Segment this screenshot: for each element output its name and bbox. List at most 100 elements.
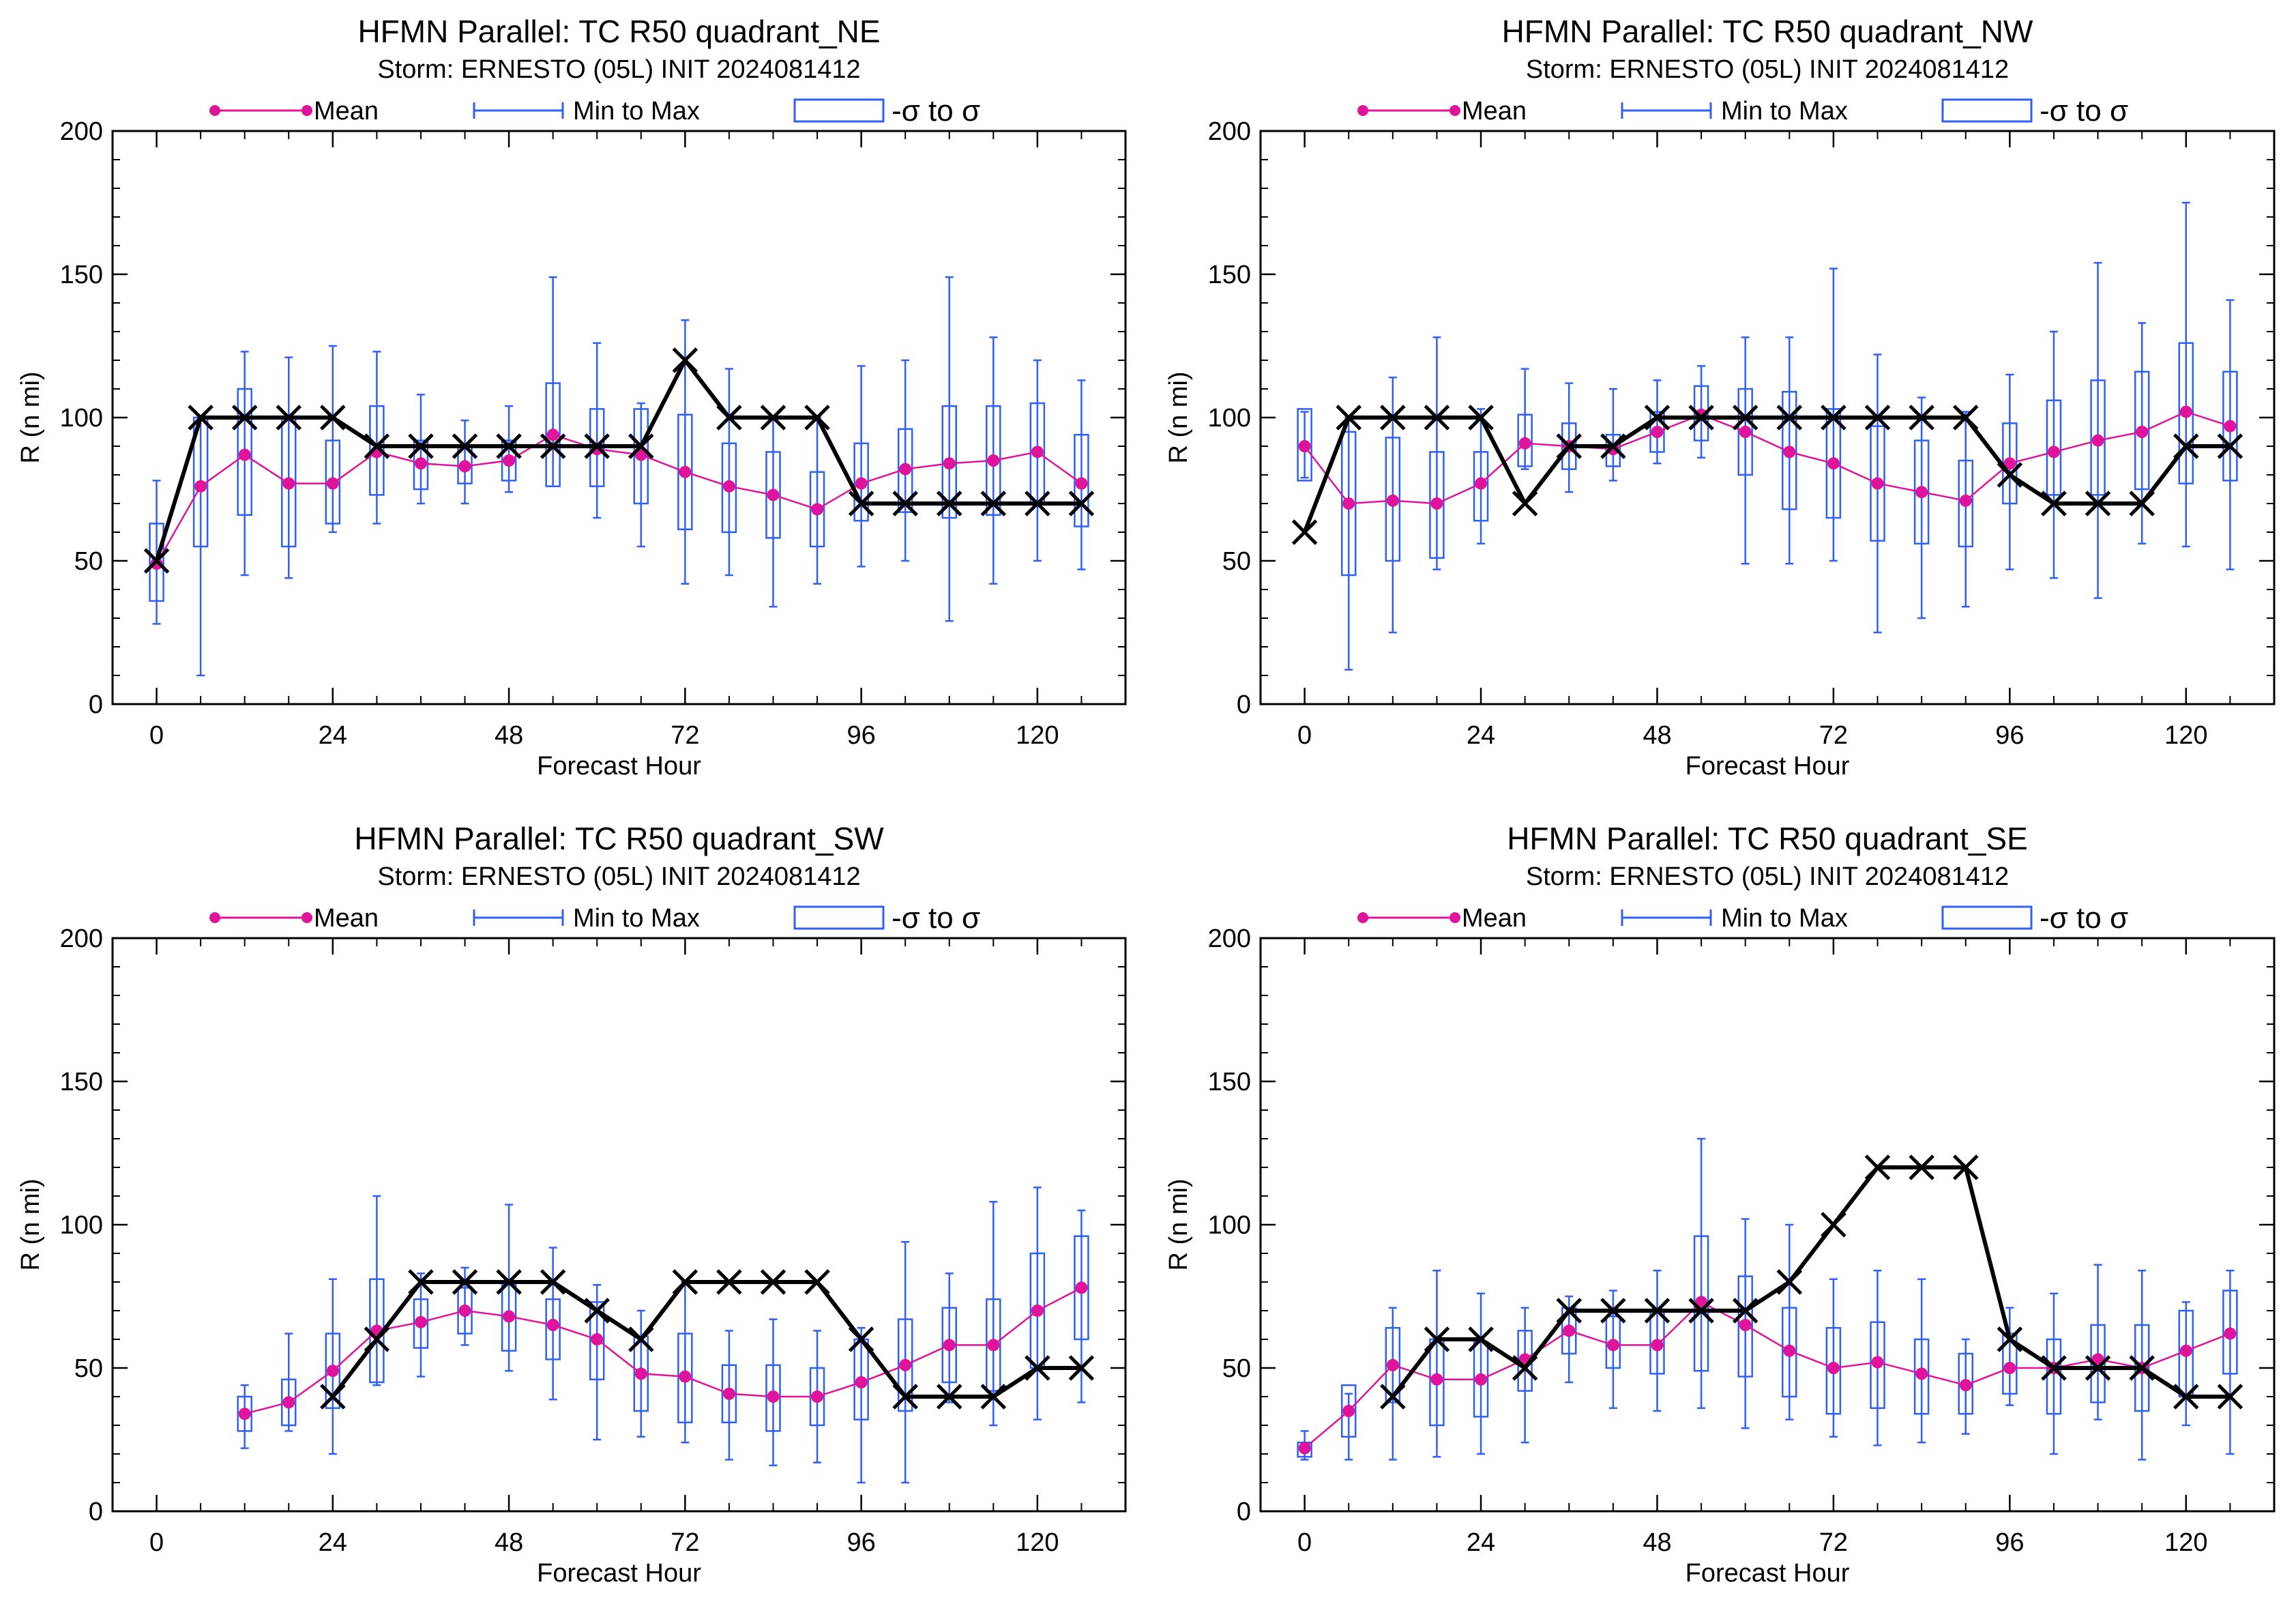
obs-x-marker — [1821, 1212, 1846, 1238]
obs-x-stroke — [1468, 405, 1494, 431]
obs-x-stroke — [2085, 1355, 2111, 1381]
obs-x-marker — [1997, 462, 2023, 488]
sigma-box — [1649, 411, 1665, 453]
x-tick-label: 72 — [671, 721, 699, 750]
x-tick-label: 0 — [1297, 1528, 1312, 1557]
x-tick-label: 0 — [149, 721, 164, 750]
legend-mean-dot — [1357, 912, 1368, 923]
box-plot-f30 — [369, 1195, 385, 1386]
obs-x-stroke — [364, 433, 390, 459]
obs-x-stroke — [1864, 405, 1891, 431]
obs-x-marker — [760, 1269, 786, 1295]
mean-point — [722, 480, 735, 493]
sigma-box — [325, 439, 341, 525]
obs-x-marker — [2129, 491, 2155, 516]
box-plot-f108 — [941, 1272, 957, 1403]
obs-x-marker — [716, 405, 742, 431]
legend-sigma-box — [1941, 905, 2033, 930]
box-plot-f18 — [1429, 1269, 1445, 1458]
mean-point — [2136, 426, 2149, 438]
y-tick-label: 200 — [60, 924, 103, 953]
obs-x-marker — [936, 491, 962, 516]
obs-x-stroke — [496, 1269, 522, 1295]
sigma-box — [457, 1287, 473, 1335]
mean-point — [2224, 420, 2237, 433]
mean-point — [1783, 1344, 1796, 1357]
obs-x-marker — [2085, 491, 2111, 516]
sigma-box — [1605, 433, 1621, 467]
legend-sigma-label: -σ to σ — [2040, 901, 2128, 935]
sigma-box — [413, 439, 429, 491]
mean-point — [546, 428, 559, 441]
obs-x-stroke — [2041, 1355, 2067, 1381]
obs-x-marker — [936, 1384, 962, 1410]
chart-panel-2: HFMN Parallel: TC R50 quadrant_SW Storm: … — [16, 821, 1127, 1588]
obs-x-marker — [1068, 1355, 1095, 1381]
legend-range-label: Min to Max — [573, 97, 700, 126]
mean-point — [1871, 1356, 1884, 1369]
legend-mean-dot — [301, 105, 312, 116]
obs-x-marker — [584, 1298, 610, 1324]
chart-title: HFMN Parallel: TC R50 quadrant_NW — [1502, 14, 2033, 49]
mean-point — [546, 1319, 559, 1331]
legend-mean-dot — [1357, 105, 1368, 116]
mean-point — [326, 477, 339, 490]
x-axis-title: Forecast Hour — [1686, 752, 1850, 781]
mean-point — [2047, 446, 2060, 458]
obs-x-stroke — [320, 1384, 346, 1410]
box-plot-f96 — [853, 1326, 869, 1484]
obs-x-stroke — [1025, 491, 1050, 516]
sigma-box — [2222, 1290, 2238, 1375]
box-plot-f12 — [237, 351, 252, 577]
sigma-box — [2222, 370, 2238, 482]
legend-mean-dot — [1449, 105, 1460, 116]
obs-x-stroke — [1424, 1326, 1450, 1352]
obs-x-marker — [364, 433, 390, 459]
x-tick-label: 96 — [1995, 721, 2024, 750]
chart-title: HFMN Parallel: TC R50 quadrant_NE — [357, 14, 880, 49]
box-plot-f90 — [809, 416, 825, 585]
sigma-box — [1782, 390, 1797, 510]
sigma-box — [1074, 1235, 1089, 1341]
obs-x-marker — [1952, 1154, 1979, 1180]
obs-x-marker — [408, 1269, 434, 1295]
mean-point — [414, 1315, 427, 1328]
y-tick-label: 100 — [60, 404, 103, 433]
obs-x-stroke — [320, 405, 346, 431]
box-plot-f36 — [1561, 382, 1577, 493]
x-tick-label: 24 — [319, 1528, 347, 1557]
sigma-box — [501, 439, 517, 482]
x-tick-label: 48 — [1643, 1528, 1671, 1557]
obs-x-stroke — [892, 491, 918, 516]
sigma-box — [1782, 1307, 1797, 1398]
box-plot-f108 — [941, 276, 957, 622]
y-tick-label: 0 — [1237, 1498, 1251, 1526]
sigma-box — [2134, 370, 2150, 491]
obs-x-marker — [1512, 1355, 1538, 1381]
mean-point — [987, 454, 1000, 467]
obs-x-stroke — [1864, 1154, 1891, 1180]
x-tick-label: 120 — [2164, 721, 2207, 750]
obs-x-stroke — [1997, 462, 2023, 488]
sigma-box — [1340, 1384, 1357, 1438]
obs-x-stroke — [1424, 405, 1450, 431]
mean-point — [1651, 426, 1664, 438]
mean-point — [1959, 1379, 1972, 1392]
sigma-box — [1737, 1275, 1753, 1378]
obs-x-stroke — [2085, 491, 2111, 516]
mean-point — [2179, 405, 2192, 418]
obs-x-marker — [1556, 1298, 1583, 1324]
mean-point — [943, 1339, 956, 1352]
obs-x-stroke — [1821, 1212, 1846, 1238]
obs-x-marker — [980, 1384, 1007, 1410]
obs-x-marker — [2217, 1384, 2243, 1410]
y-axis-title: R (n mi) — [1164, 1178, 1193, 1270]
obs-x-marker — [143, 548, 170, 574]
x-axis-title: Forecast Hour — [537, 1559, 701, 1588]
obs-line — [1302, 416, 2231, 534]
y-tick-label: 50 — [74, 547, 103, 576]
obs-x-stroke — [540, 433, 566, 459]
x-tick-label: 24 — [1467, 721, 1495, 750]
obs-x-marker — [540, 1269, 566, 1295]
obs-x-marker — [848, 1326, 874, 1352]
